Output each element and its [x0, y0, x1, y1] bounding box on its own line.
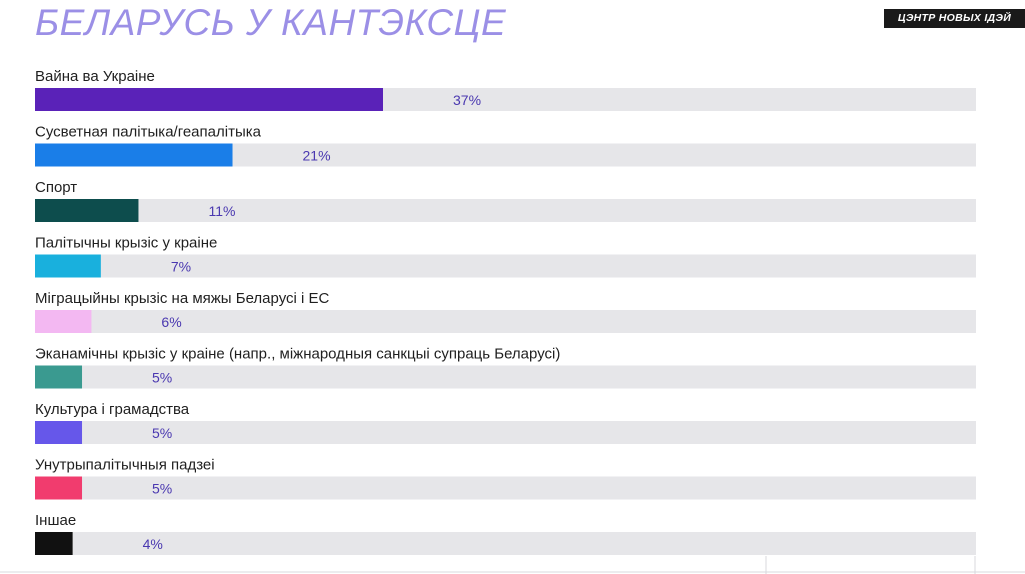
data-label: 11%	[208, 203, 235, 219]
category-label: Іншае	[35, 512, 76, 529]
category-label: Палітычны крызіс у краіне	[35, 235, 217, 252]
bar	[35, 532, 73, 555]
data-label: 5%	[152, 425, 172, 441]
bar	[35, 310, 92, 333]
bar-track	[35, 476, 976, 500]
bar-track	[35, 365, 976, 389]
bar	[35, 421, 83, 444]
bar	[35, 254, 101, 278]
category-label: Унутрыпалітычныя падзеі	[35, 457, 215, 474]
brand-logo: ЦЭНТР НОВЫХ ІДЭЙ	[884, 9, 1025, 28]
bar	[35, 199, 139, 222]
data-label: 4%	[143, 536, 163, 552]
bar	[35, 365, 83, 389]
bar-track	[35, 143, 976, 167]
data-label: 37%	[453, 92, 481, 108]
bar-track	[35, 254, 976, 278]
category-label: Вайна ва Украіне	[35, 68, 155, 85]
category-label: Эканамічны крызіс у краіне (напр., міжна…	[35, 346, 560, 363]
bar	[35, 143, 233, 167]
bar	[35, 88, 383, 111]
data-label: 5%	[152, 481, 172, 497]
page-title: БЕЛАРУСЬ У КАНТЭКСЦЕ	[35, 2, 507, 43]
category-label: Культура і грамадства	[35, 401, 190, 418]
data-label: 5%	[152, 370, 172, 386]
data-label: 21%	[303, 148, 331, 164]
data-label: 7%	[171, 259, 191, 275]
category-label: Сусветная палітыка/геапалітыка	[35, 124, 262, 141]
bar-track	[35, 532, 976, 555]
category-label: Міграцыйны крызіс на мяжы Беларусі і ЕС	[35, 290, 330, 307]
category-label: Спорт	[35, 179, 77, 196]
bar-track	[35, 199, 976, 222]
bar-track	[35, 310, 976, 333]
bar	[35, 476, 83, 500]
bar-track	[35, 421, 976, 444]
data-label: 6%	[161, 314, 181, 330]
